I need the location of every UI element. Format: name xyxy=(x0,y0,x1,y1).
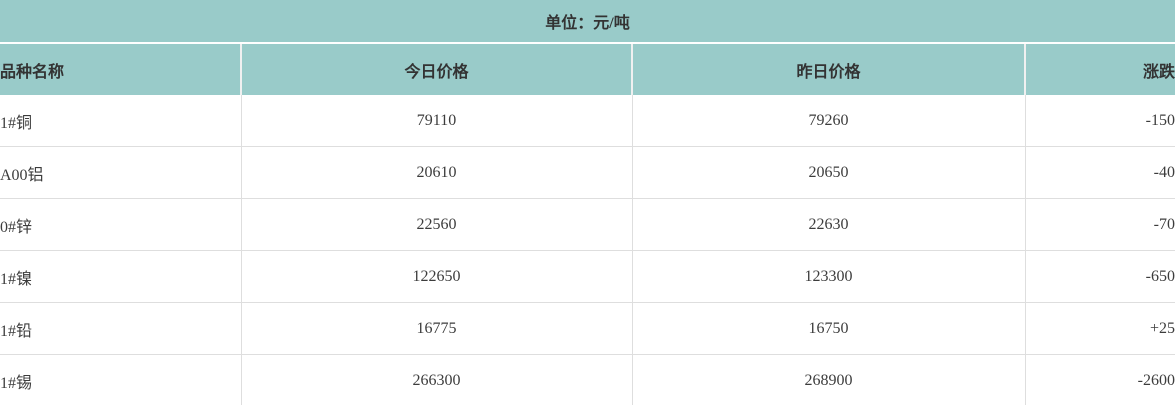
column-header-name: 品种名称 xyxy=(0,44,241,95)
table-row: 0#锌 22560 22630 -70 xyxy=(0,198,1175,251)
table-row: A00铝 20610 20650 -40 xyxy=(0,146,1175,199)
cell-change: +25 xyxy=(1024,302,1175,355)
cell-today-price: 20610 xyxy=(240,146,632,199)
table-row: 1#铅 16775 16750 +25 xyxy=(0,302,1175,355)
cell-yesterday-price: 16750 xyxy=(631,302,1025,355)
cell-change: -650 xyxy=(1024,250,1175,303)
cell-change: -70 xyxy=(1024,198,1175,251)
cell-change: -40 xyxy=(1024,146,1175,199)
cell-today-price: 266300 xyxy=(240,354,632,405)
cell-name: 1#锡 xyxy=(0,354,241,405)
cell-yesterday-price: 268900 xyxy=(631,354,1025,405)
cell-today-price: 22560 xyxy=(240,198,632,251)
table-row: 1#铜 79110 79260 -150 xyxy=(0,95,1175,147)
cell-change: -150 xyxy=(1024,95,1175,147)
column-header-change: 涨跌 xyxy=(1024,44,1175,95)
cell-today-price: 16775 xyxy=(240,302,632,355)
cell-name: 1#铜 xyxy=(0,95,241,147)
cell-name: 0#锌 xyxy=(0,198,241,251)
cell-yesterday-price: 22630 xyxy=(631,198,1025,251)
cell-yesterday-price: 20650 xyxy=(631,146,1025,199)
cell-yesterday-price: 123300 xyxy=(631,250,1025,303)
unit-label: 单位：元/吨 xyxy=(0,0,1175,44)
table-row: 1#锡 266300 268900 -2600 xyxy=(0,354,1175,405)
cell-yesterday-price: 79260 xyxy=(631,95,1025,147)
cell-name: A00铝 xyxy=(0,146,241,199)
column-header-yesterday-price: 昨日价格 xyxy=(631,44,1025,95)
price-table: 品种名称 今日价格 昨日价格 涨跌 1#铜 79110 79260 -150 A… xyxy=(0,44,1175,405)
cell-name: 1#铅 xyxy=(0,302,241,355)
header-row: 品种名称 今日价格 昨日价格 涨跌 xyxy=(0,44,1175,95)
cell-today-price: 79110 xyxy=(240,95,632,147)
table-row: 1#镍 122650 123300 -650 xyxy=(0,250,1175,303)
cell-today-price: 122650 xyxy=(240,250,632,303)
column-header-today-price: 今日价格 xyxy=(240,44,632,95)
cell-change: -2600 xyxy=(1024,354,1175,405)
cell-name: 1#镍 xyxy=(0,250,241,303)
